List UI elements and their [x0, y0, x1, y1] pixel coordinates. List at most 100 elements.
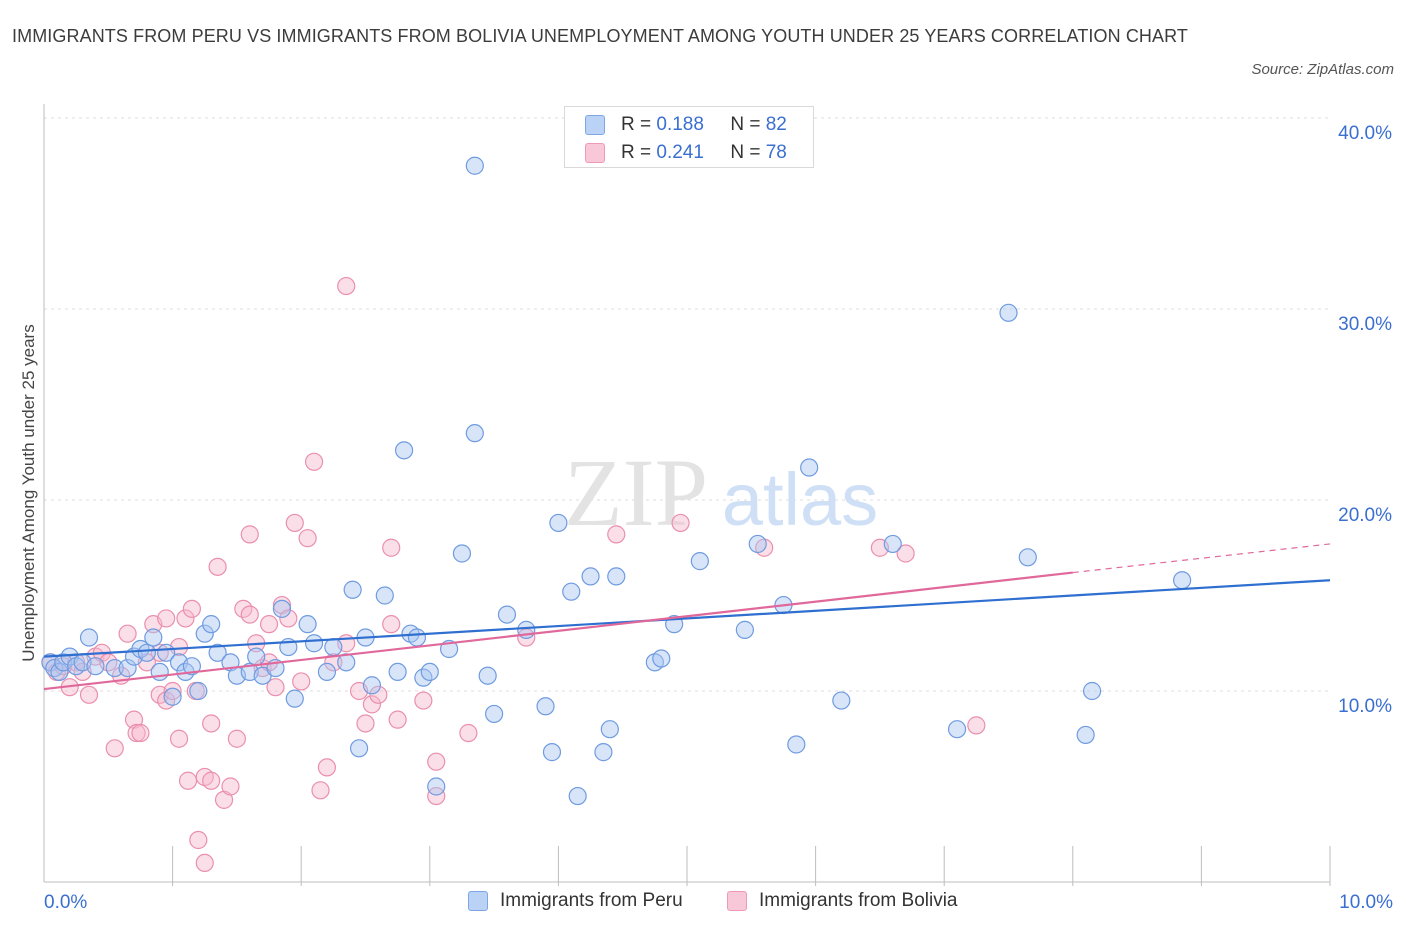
- gridlines: [44, 117, 1330, 692]
- y-tick-label: 20.0%: [1338, 505, 1392, 526]
- peru-point: [189, 681, 208, 701]
- bolivia-point: [292, 672, 311, 691]
- bolivia-point: [356, 714, 375, 733]
- peru-point: [748, 534, 767, 554]
- bolivia-points: [41, 276, 986, 873]
- peru-point: [581, 567, 600, 586]
- peru-point: [800, 458, 819, 477]
- bolivia-point: [311, 781, 330, 800]
- x-tick-label: 0.0%: [44, 892, 87, 913]
- peru-point: [375, 586, 394, 605]
- bolivia-point: [127, 723, 146, 743]
- peru-legend-label: Immigrants from Peru: [500, 890, 683, 911]
- bolivia-point: [227, 729, 246, 748]
- peru-point: [349, 739, 369, 758]
- peru-point: [1173, 571, 1192, 590]
- bolivia-point: [459, 723, 478, 743]
- peru-point: [485, 704, 504, 724]
- bolivia-point: [202, 771, 221, 790]
- peru-point: [427, 777, 446, 796]
- peru-point: [317, 662, 337, 682]
- peru-point: [150, 662, 169, 682]
- chart-title: IMMIGRANTS FROM PERU VS IMMIGRANTS FROM …: [12, 26, 1188, 46]
- peru-point: [388, 662, 407, 682]
- watermark-atlas: atlas: [722, 458, 878, 541]
- peru-swatch: [585, 115, 605, 135]
- bolivia-point: [221, 777, 240, 796]
- bolivia-point: [337, 276, 356, 296]
- bolivia-point: [414, 691, 433, 710]
- peru-point: [1082, 681, 1102, 701]
- peru-point: [1076, 725, 1095, 745]
- peru-point: [562, 582, 581, 601]
- bolivia-swatch: [585, 143, 605, 163]
- peru-point: [343, 580, 362, 599]
- peru-point: [144, 628, 163, 647]
- bolivia-legend-label: Immigrants from Bolivia: [759, 890, 958, 911]
- bolivia-point: [298, 529, 317, 548]
- peru-point: [304, 634, 324, 653]
- y-tick-label: 40.0%: [1338, 123, 1392, 144]
- bolivia-point: [967, 716, 986, 735]
- peru-point: [787, 735, 806, 754]
- peru-point: [420, 662, 439, 682]
- peru-point: [999, 303, 1018, 322]
- bolivia-point: [324, 653, 343, 672]
- bolivia-point: [178, 771, 198, 790]
- peru-point: [118, 658, 137, 678]
- bolivia-point: [79, 685, 99, 704]
- trend-lines: [43, 543, 1331, 691]
- watermark: ZIP atlas: [564, 439, 878, 546]
- bolivia-trend-line: [43, 571, 1073, 691]
- y-axis-label: Unemployment Among Youth under 25 years: [19, 324, 38, 661]
- bolivia-point: [279, 609, 298, 628]
- bolivia-point: [105, 739, 124, 758]
- bolivia-point: [131, 723, 150, 743]
- peru-point: [50, 662, 69, 682]
- bolivia-point: [369, 685, 388, 704]
- bolivia-point: [266, 678, 285, 697]
- peru-point: [208, 643, 227, 662]
- bolivia-point: [388, 710, 407, 729]
- bolivia-point: [208, 557, 227, 576]
- bolivia-point: [382, 615, 401, 634]
- peru-point: [465, 156, 484, 175]
- peru-point: [542, 743, 562, 762]
- bolivia-point: [259, 615, 279, 634]
- peru-n-label: N =: [730, 114, 761, 135]
- peru-legend-swatch: [468, 891, 488, 911]
- bolivia-point: [118, 624, 137, 643]
- peru-point: [105, 658, 124, 678]
- peru-point: [195, 624, 214, 643]
- bolivia-point: [362, 695, 382, 714]
- peru-n-value: 82: [765, 114, 787, 135]
- peru-point: [285, 689, 304, 708]
- axes: [43, 104, 1331, 886]
- bolivia-point: [240, 605, 259, 624]
- peru-r-value: 0.188: [656, 114, 704, 135]
- bolivia-point: [169, 729, 189, 748]
- peru-point: [163, 687, 182, 706]
- source-note: Source: ZipAtlas.com: [1251, 61, 1394, 78]
- peru-point: [324, 637, 343, 657]
- peru-point: [690, 552, 709, 571]
- stats-legend: R = 0.188 N = 82 R = 0.241 N = 78: [564, 106, 814, 168]
- peru-point: [362, 676, 382, 695]
- peru-point: [272, 599, 292, 618]
- peru-point: [652, 649, 671, 668]
- bolivia-point: [671, 513, 690, 533]
- bolivia-legend-swatch: [727, 891, 747, 911]
- peru-point: [497, 605, 517, 624]
- peru-point: [600, 720, 619, 739]
- peru-point: [298, 615, 317, 634]
- peru-point: [407, 628, 427, 647]
- peru-point: [735, 620, 754, 639]
- bolivia-n-label: N =: [730, 142, 761, 163]
- peru-point: [79, 628, 99, 647]
- peru-point: [202, 615, 221, 634]
- y-tick-label: 30.0%: [1338, 314, 1392, 335]
- peru-point: [478, 666, 497, 685]
- peru-points: [41, 156, 1192, 806]
- watermark-zip: ZIP: [564, 439, 708, 546]
